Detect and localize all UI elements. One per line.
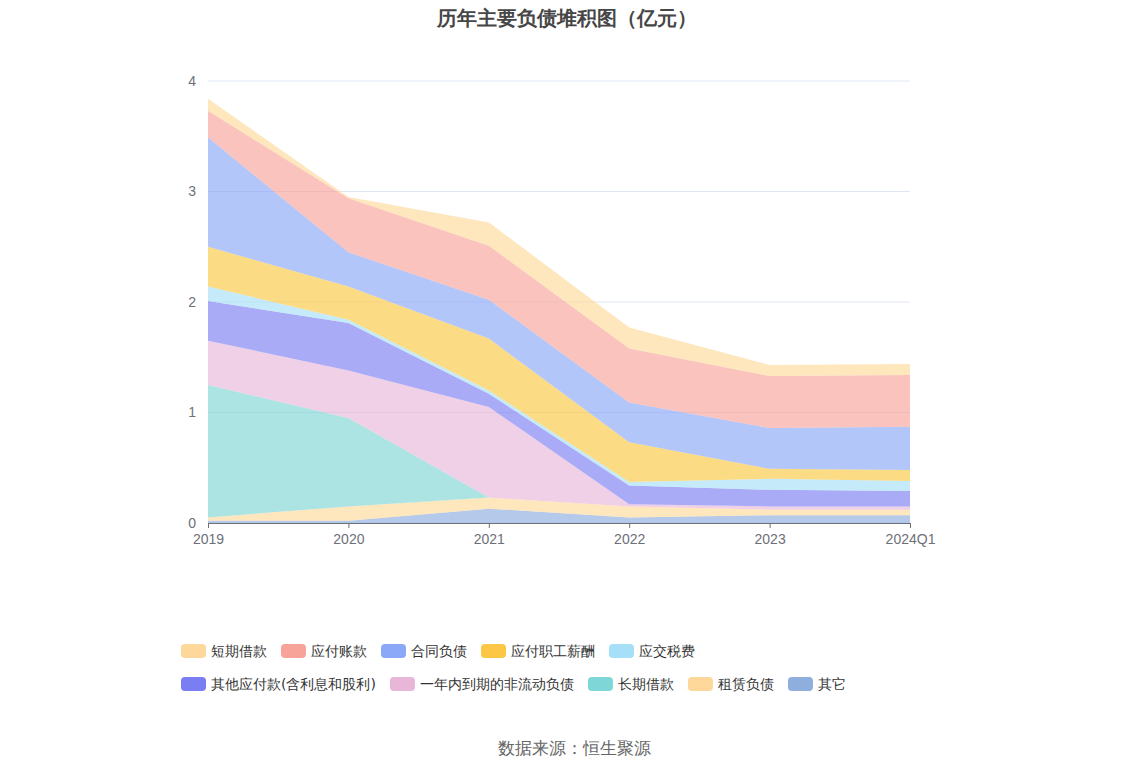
chart: 历年主要负债堆积图（亿元） 2019 2020 2021 2022 2023 2024Q1 0… bbox=[0, 0, 1148, 776]
grid bbox=[208, 81, 910, 523]
legend-swatch bbox=[381, 644, 406, 658]
x-tick-label: 2024Q1 bbox=[886, 531, 936, 547]
y-tick-label: 1 bbox=[188, 404, 196, 420]
grid-line bbox=[208, 81, 910, 82]
title: 历年主要负债堆积图（亿元） bbox=[436, 6, 697, 30]
legend-label: 长期借款 bbox=[618, 676, 674, 692]
legend-swatch bbox=[609, 644, 634, 658]
y-tick: 1 bbox=[188, 404, 208, 420]
legend-swatch bbox=[181, 644, 206, 658]
x-tick: 2020 bbox=[333, 523, 364, 547]
legend-swatch bbox=[181, 677, 206, 691]
legend-swatch bbox=[788, 677, 813, 691]
legend-label: 租赁负债 bbox=[718, 676, 774, 692]
x-tick-mark bbox=[489, 523, 490, 528]
legend-swatch bbox=[588, 677, 613, 691]
x-tick: 2023 bbox=[755, 523, 786, 547]
legend-swatch bbox=[281, 644, 306, 658]
y-axis: 0 1 2 3 4 bbox=[188, 73, 208, 531]
x-tick: 2022 bbox=[614, 523, 645, 547]
legend-label: 其它 bbox=[818, 676, 846, 692]
legend-label: 其他应付款(含利息和股利) bbox=[211, 676, 376, 692]
legend-swatch bbox=[688, 677, 713, 691]
legend-item[interactable]: 其他应付款(含利息和股利) bbox=[181, 676, 376, 692]
y-tick: 4 bbox=[188, 73, 208, 89]
legend: 短期借款 应付账款 合同负债 应付职工薪酬 应交税费其他应付款(含利息和股利) 一年内到期… bbox=[181, 643, 846, 692]
legend-item[interactable]: 其它 bbox=[788, 676, 846, 692]
legend-item[interactable]: 应交税费 bbox=[609, 643, 695, 659]
legend-label: 一年内到期的非流动负债 bbox=[420, 676, 574, 692]
x-tick: 2021 bbox=[474, 523, 505, 547]
x-tick-mark bbox=[208, 523, 209, 528]
legend-item[interactable]: 一年内到期的非流动负债 bbox=[390, 676, 574, 692]
legend-item[interactable]: 应付账款 bbox=[281, 643, 367, 659]
x-tick-label: 2022 bbox=[614, 531, 645, 547]
x-tick-label: 2021 bbox=[474, 531, 505, 547]
x-tick-mark bbox=[629, 523, 630, 528]
legend-label: 短期借款 bbox=[211, 643, 267, 659]
legend-item[interactable]: 短期借款 bbox=[181, 643, 267, 659]
x-tick-mark bbox=[348, 523, 349, 528]
legend-item[interactable]: 租赁负债 bbox=[688, 676, 774, 692]
y-tick-label: 3 bbox=[188, 183, 196, 199]
legend-swatch bbox=[390, 677, 415, 691]
y-axis-line bbox=[208, 82, 209, 524]
legend-label: 应交税费 bbox=[639, 643, 695, 659]
areas bbox=[208, 99, 910, 523]
source: 数据来源：恒生聚源 bbox=[498, 738, 651, 758]
legend-item[interactable]: 合同负债 bbox=[381, 643, 467, 659]
legend-item[interactable]: 应付职工薪酬 bbox=[481, 643, 595, 659]
area bbox=[208, 99, 910, 376]
y-tick: 2 bbox=[188, 294, 208, 310]
legend-label: 应付职工薪酬 bbox=[511, 643, 595, 659]
legend-label: 合同负债 bbox=[411, 643, 467, 659]
y-tick: 0 bbox=[188, 515, 208, 531]
legend-label: 应付账款 bbox=[311, 643, 367, 659]
x-tick-label: 2019 bbox=[193, 531, 224, 547]
y-tick-label: 4 bbox=[188, 73, 196, 89]
x-axis: 2019 2020 2021 2022 2023 2024Q1 bbox=[193, 523, 936, 547]
x-tick-label: 2020 bbox=[333, 531, 364, 547]
area bbox=[208, 111, 910, 428]
x-tick-label: 2023 bbox=[755, 531, 786, 547]
legend-swatch bbox=[481, 644, 506, 658]
x-tick: 2019 bbox=[193, 523, 224, 547]
y-tick-label: 0 bbox=[188, 515, 196, 531]
x-tick-mark bbox=[910, 523, 911, 528]
x-axis-line bbox=[209, 523, 911, 524]
x-tick-mark bbox=[770, 523, 771, 528]
x-tick: 2024Q1 bbox=[886, 523, 936, 547]
legend-item[interactable]: 长期借款 bbox=[588, 676, 674, 692]
y-tick: 3 bbox=[188, 183, 208, 199]
y-tick-label: 2 bbox=[188, 294, 196, 310]
